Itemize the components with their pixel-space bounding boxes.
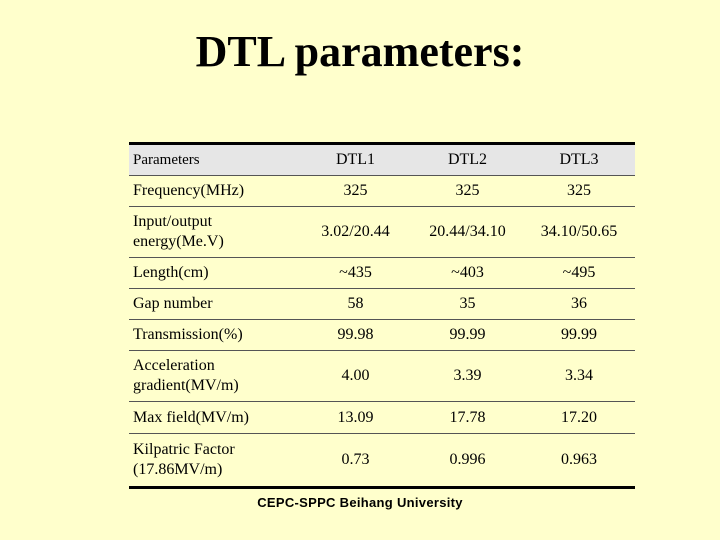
row-label: Max field(MV/m) [129,401,299,434]
header-cell-dtl1: DTL1 [299,142,412,176]
table-row: Length(cm) ~435 ~403 ~495 [129,257,635,289]
cell-value: 325 [523,175,635,207]
row-label: Length(cm) [129,257,299,289]
header-cell-dtl3: DTL3 [523,142,635,176]
row-label: Gap number [129,288,299,320]
cell-value: 13.09 [299,401,412,434]
cell-value: 58 [299,288,412,320]
cell-value: 0.73 [299,433,412,489]
table-row: Input/output energy(Me.V) 3.02/20.44 20.… [129,206,635,258]
row-label: Kilpatric Factor (17.86MV/m) [129,433,299,489]
cell-value: 0.963 [523,433,635,489]
footer-caption: CEPC-SPPC Beihang University [257,495,463,510]
cell-value: 4.00 [299,350,412,402]
cell-value: 35 [412,288,523,320]
cell-value: 99.99 [412,319,523,351]
cell-value: 325 [299,175,412,207]
cell-value: 3.02/20.44 [299,206,412,258]
table-row: Acceleration gradient(MV/m) 4.00 3.39 3.… [129,350,635,402]
cell-value: 99.98 [299,319,412,351]
row-label: Transmission(%) [129,319,299,351]
row-label: Frequency(MHz) [129,175,299,207]
table-row: Max field(MV/m) 13.09 17.78 17.20 [129,401,635,434]
cell-value: 17.20 [523,401,635,434]
cell-value: 3.39 [412,350,523,402]
table-row: Transmission(%) 99.98 99.99 99.99 [129,319,635,351]
header-cell-parameters: Parameters [129,142,299,176]
row-label: Acceleration gradient(MV/m) [129,350,299,402]
cell-value: 325 [412,175,523,207]
table-row: Frequency(MHz) 325 325 325 [129,175,635,207]
cell-value: 36 [523,288,635,320]
cell-value: 20.44/34.10 [412,206,523,258]
cell-value: 3.34 [523,350,635,402]
cell-value: ~495 [523,257,635,289]
dtl-parameters-table: Parameters DTL1 DTL2 DTL3 Frequency(MHz)… [129,142,635,489]
slide-title: DTL parameters: [195,27,525,76]
cell-value: 99.99 [523,319,635,351]
cell-value: ~435 [299,257,412,289]
cell-value: 0.996 [412,433,523,489]
table-row: Kilpatric Factor (17.86MV/m) 0.73 0.996 … [129,433,635,489]
header-cell-dtl2: DTL2 [412,142,523,176]
cell-value: 34.10/50.65 [523,206,635,258]
table-header-row: Parameters DTL1 DTL2 DTL3 [129,142,635,176]
cell-value: 17.78 [412,401,523,434]
table-row: Gap number 58 35 36 [129,288,635,320]
row-label: Input/output energy(Me.V) [129,206,299,258]
cell-value: ~403 [412,257,523,289]
